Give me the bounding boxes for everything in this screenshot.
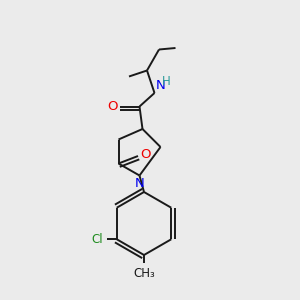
Text: O: O bbox=[140, 148, 151, 161]
Text: H: H bbox=[162, 75, 171, 88]
Text: N: N bbox=[135, 177, 144, 190]
Text: N: N bbox=[156, 79, 166, 92]
Text: O: O bbox=[107, 100, 118, 113]
Text: CH₃: CH₃ bbox=[133, 267, 155, 280]
Text: Cl: Cl bbox=[92, 233, 103, 246]
